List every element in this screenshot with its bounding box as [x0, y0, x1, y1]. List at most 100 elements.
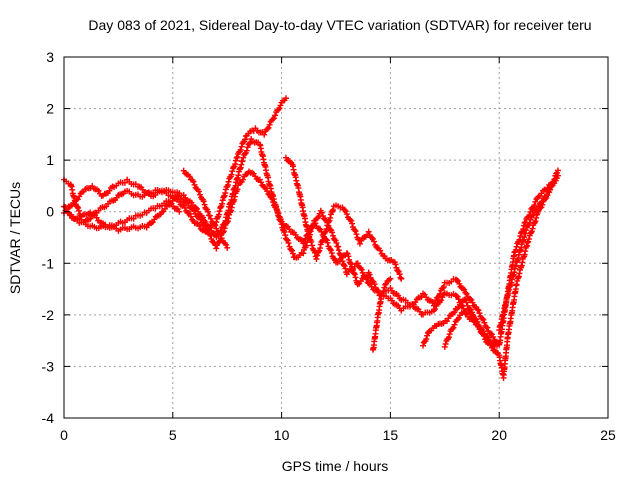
data-point: [258, 179, 265, 186]
data-point: [130, 215, 137, 222]
data-point: [351, 270, 358, 277]
data-point: [387, 275, 394, 282]
data-point: [264, 188, 271, 195]
data-point: [420, 342, 427, 349]
x-axis-label: GPS time / hours: [282, 458, 389, 474]
data-point: [345, 253, 352, 260]
data-point: [239, 158, 246, 165]
y-tick-label: 1: [46, 152, 54, 168]
data-point: [317, 245, 324, 252]
data-point: [441, 343, 448, 350]
x-tick-label: 15: [383, 427, 399, 443]
data-point: [74, 203, 81, 210]
data-point: [215, 239, 222, 246]
series-track-7: [441, 307, 498, 354]
data-point: [285, 240, 292, 247]
data-point: [304, 228, 311, 235]
data-point: [261, 183, 268, 190]
data-point: [272, 112, 279, 119]
data-point: [363, 276, 370, 283]
data-point: [121, 179, 128, 186]
data-point: [382, 281, 389, 288]
data-point: [476, 326, 483, 333]
data-point: [195, 188, 202, 195]
data-point: [181, 204, 188, 211]
data-point: [476, 310, 483, 317]
y-tick-label: 2: [46, 101, 54, 117]
data-point: [554, 172, 561, 179]
data-point: [343, 250, 350, 257]
data-point: [368, 234, 375, 241]
data-point: [526, 220, 533, 227]
series-track-8: [180, 167, 231, 251]
data-point: [442, 341, 449, 348]
data-point: [270, 115, 277, 122]
data-point: [490, 333, 497, 340]
data-point: [224, 182, 231, 189]
data-point: [392, 261, 399, 268]
data-point: [318, 209, 325, 216]
data-point: [223, 241, 230, 248]
data-series: [61, 95, 561, 381]
data-point: [486, 334, 493, 341]
data-point: [395, 268, 402, 275]
data-point: [432, 306, 439, 313]
data-point: [549, 182, 556, 189]
data-point: [202, 218, 209, 225]
data-point: [465, 307, 472, 313]
data-point: [325, 218, 332, 225]
data-point: [309, 242, 316, 249]
data-point: [527, 216, 534, 223]
data-point: [539, 198, 546, 205]
data-point: [398, 275, 405, 282]
x-tick-label: 20: [491, 427, 507, 443]
y-tick-label: -4: [42, 410, 55, 426]
data-point: [450, 324, 457, 331]
data-point: [339, 258, 346, 265]
y-tick-label: 3: [46, 49, 54, 65]
data-point: [528, 229, 535, 236]
data-point: [522, 219, 529, 226]
data-point: [266, 121, 273, 128]
data-point: [446, 331, 453, 338]
data-point: [274, 210, 281, 217]
data-point: [481, 319, 488, 326]
data-point: [228, 171, 235, 178]
data-point: [237, 146, 244, 153]
x-tick-label: 10: [274, 427, 290, 443]
data-point: [246, 140, 253, 147]
data-point: [340, 262, 347, 269]
data-point: [324, 239, 331, 246]
data-point: [335, 247, 342, 254]
data-point: [529, 212, 536, 219]
data-point: [532, 218, 539, 225]
data-point: [445, 334, 452, 341]
data-point: [352, 228, 359, 235]
x-tick-label: 25: [600, 427, 616, 443]
x-tick-label: 0: [60, 427, 68, 443]
data-point: [438, 297, 445, 304]
series-track-10: [496, 172, 561, 334]
data-point: [529, 225, 536, 232]
series-track-2: [61, 135, 561, 381]
data-point: [463, 299, 470, 306]
data-point: [234, 153, 241, 160]
data-point: [453, 276, 460, 283]
data-point: [462, 289, 469, 296]
data-point: [424, 332, 431, 339]
data-point: [517, 233, 524, 240]
data-point: [436, 290, 443, 297]
data-point: [525, 236, 532, 243]
data-point: [329, 232, 336, 239]
data-point: [225, 178, 232, 185]
data-point: [242, 136, 249, 143]
data-point: [351, 226, 358, 233]
data-point: [282, 95, 289, 102]
data-point: [315, 213, 322, 220]
data-point: [475, 323, 482, 330]
data-point: [264, 126, 271, 133]
plot-frame: [63, 56, 609, 419]
data-point: [243, 147, 250, 154]
data-point: [76, 193, 83, 200]
data-point: [265, 124, 272, 131]
